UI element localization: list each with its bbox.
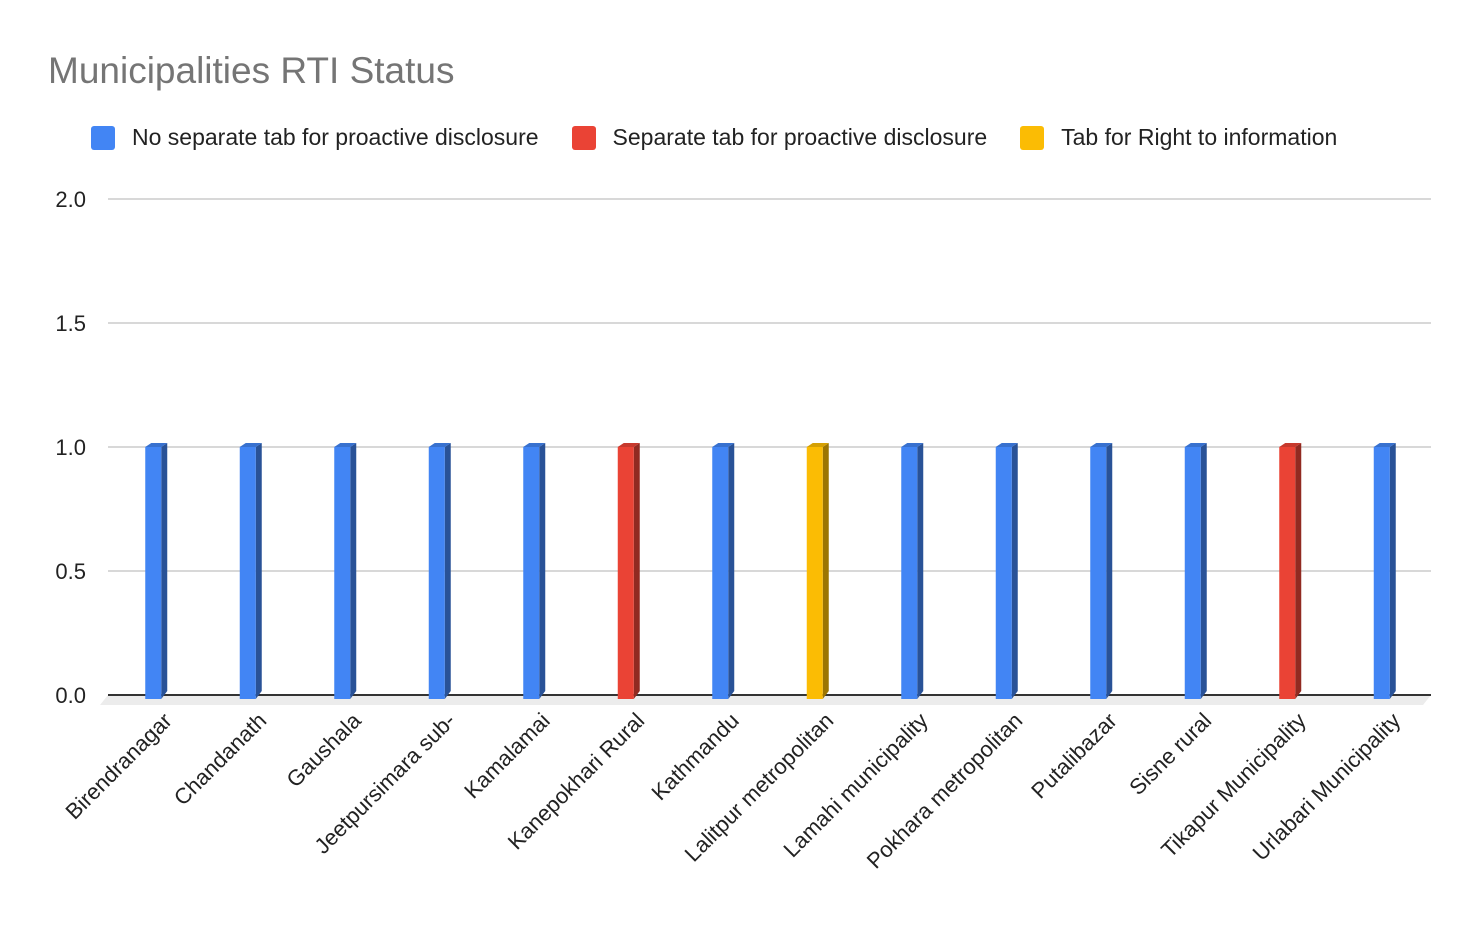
bar [239,447,256,699]
bar-top [901,443,924,447]
y-tick-label: 0.5 [55,559,86,584]
x-tick-label: Kamalamai [459,708,554,803]
legend-label: No separate tab for proactive disclosure [132,124,539,150]
bar-side [161,443,168,699]
bar-top [1373,443,1396,447]
bar-top [145,443,168,447]
bar [428,447,445,699]
bar-top [239,443,262,447]
legend-swatch-red [571,125,596,150]
bar-side [917,443,924,699]
bar [1090,447,1107,699]
bar-top [428,443,451,447]
legend-swatch-blue [91,125,115,150]
bar [334,447,351,699]
y-tick-label: 1.0 [55,435,86,460]
bar-side [1106,443,1113,699]
x-tick-label: Gaushala [282,707,367,792]
bar-top [1090,443,1113,447]
bar [806,447,823,699]
bar-top [1279,443,1302,447]
bar-top [334,443,357,447]
x-tick-label: Putalibazar [1026,708,1122,804]
bar-side [1200,443,1207,699]
legend-item-no-separate-tab: No separate tab for proactive disclosure [91,124,539,151]
y-tick-label: 2.0 [55,187,86,212]
legend: No separate tab for proactive disclosure… [91,124,1370,151]
bar [1279,447,1296,699]
legend-item-rti-tab: Tab for Right to information [1020,124,1337,151]
bar-side [350,443,357,699]
bar-side [1389,443,1396,699]
y-tick-label: 1.5 [55,311,86,336]
bar-top [995,443,1018,447]
x-tick-label: Sisne rural [1124,708,1216,800]
bar-top [617,443,640,447]
bar-side [728,443,735,699]
x-tick-label: Pokhara metropolitan [862,708,1028,874]
bar-top [1184,443,1207,447]
x-tick-label: Kathmandu [647,708,744,805]
bar [901,447,918,699]
x-tick-label: Chandanath [169,708,271,810]
legend-item-separate-tab: Separate tab for proactive disclosure [571,124,988,151]
bar-side [539,443,546,699]
bar-top [523,443,546,447]
chart-title: Municipalities RTI Status [48,50,455,91]
bar-side [822,443,829,699]
bar-side [444,443,451,699]
bar-top [712,443,735,447]
bar [712,447,729,699]
bar [1184,447,1201,699]
bar [523,447,540,699]
bar-side [633,443,640,699]
bar [1373,447,1390,699]
chart-floor [100,695,1431,705]
bar-side [255,443,262,699]
bar [145,447,162,699]
bar [617,447,634,699]
legend-swatch-yellow [1020,125,1045,150]
x-tick-label: Birendranagar [61,708,177,824]
y-tick-label: 0.0 [55,683,86,708]
bar-side [1295,443,1302,699]
bar [995,447,1012,699]
bar-top [806,443,829,447]
legend-label: Separate tab for proactive disclosure [612,124,988,150]
bar-side [1011,443,1018,699]
legend-label: Tab for Right to information [1061,124,1338,150]
